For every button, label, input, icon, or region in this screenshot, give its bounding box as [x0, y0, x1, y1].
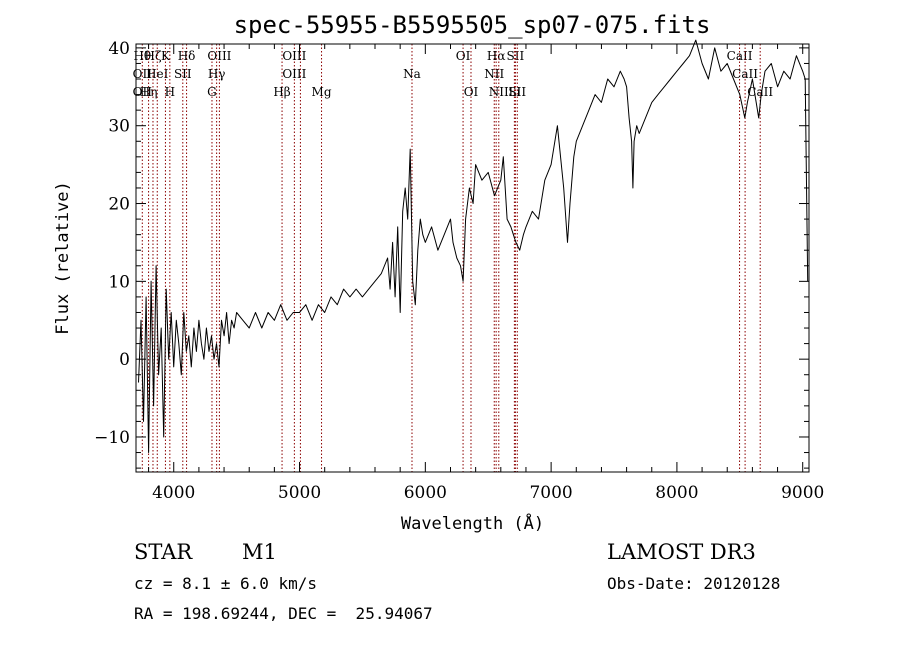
line-label: OI [464, 85, 479, 99]
axis-ticks: 4000 5000 6000 7000 8000 9000 −10 0 10 20 30 40 [94, 39, 824, 503]
line-label: NII [484, 67, 504, 81]
y-tick-label: −10 [94, 428, 130, 448]
y-tick-label: 0 [119, 350, 130, 370]
redshift-cz: cz = 8.1 ± 6.0 km/s [134, 574, 318, 593]
chart-title: spec-55955-B5595505_sp07-075.fits [234, 11, 711, 39]
line-label: Hη [140, 85, 158, 99]
spectrum-chart: spec-55955-B5595505_sp07-075.fits Hθ OII O… [53, 11, 824, 534]
line-label: Hα [487, 49, 506, 63]
x-tick-label: 8000 [655, 483, 698, 503]
line-label: CaII [747, 85, 773, 99]
line-label: H [165, 85, 175, 99]
x-tick-label: 4000 [152, 483, 195, 503]
line-label: HeI [146, 67, 169, 81]
line-label: Hδ [178, 49, 196, 63]
line-label: Hζ [144, 49, 161, 63]
line-label: OI [456, 49, 471, 63]
x-tick-label: 7000 [529, 483, 572, 503]
line-label: CaII [732, 67, 758, 81]
x-tick-label: 5000 [278, 483, 321, 503]
line-label: Hγ [208, 67, 226, 81]
line-label: SII [507, 49, 525, 63]
line-label: SII [174, 67, 192, 81]
coordinates: RA = 198.69244, DEC = 25.94067 [134, 604, 433, 623]
y-axis-label: Flux (relative) [53, 181, 73, 335]
line-label: SII [508, 85, 526, 99]
x-axis-label: Wavelength (Å) [401, 512, 544, 534]
line-label: Li [508, 85, 520, 99]
spectral-line-markers: HθOIIOIIHηHζHeIKHSIIHδGHγOIIIHβOIIIOIIIM… [133, 44, 773, 472]
observation-date: Obs-Date: 20120128 [607, 574, 781, 593]
line-label: G [207, 85, 217, 99]
line-label: Mg [312, 85, 332, 99]
line-label: Hβ [273, 85, 290, 99]
y-tick-label: 20 [108, 195, 130, 215]
line-label: OII [133, 85, 153, 99]
line-label: Hθ [133, 49, 151, 63]
line-label: K [161, 49, 171, 63]
x-tick-label: 9000 [781, 483, 824, 503]
line-label: OIII [207, 49, 231, 63]
object-class: STAR [134, 540, 193, 564]
line-label: CaII [727, 49, 753, 63]
line-label: OII [133, 67, 153, 81]
line-label: OIII [282, 49, 306, 63]
survey-name: LAMOST DR3 [607, 540, 756, 564]
y-tick-label: 10 [108, 272, 130, 292]
x-tick-label: 6000 [404, 483, 447, 503]
line-label: Na [403, 67, 421, 81]
spectrum-series [138, 39, 809, 453]
spectrum-line [138, 39, 809, 453]
y-tick-label: 40 [108, 39, 130, 59]
line-label: NII [489, 85, 509, 99]
y-tick-label: 30 [108, 117, 130, 137]
object-subclass: M1 [242, 540, 277, 564]
plot-frame [135, 43, 810, 473]
line-label: OIII [282, 67, 306, 81]
